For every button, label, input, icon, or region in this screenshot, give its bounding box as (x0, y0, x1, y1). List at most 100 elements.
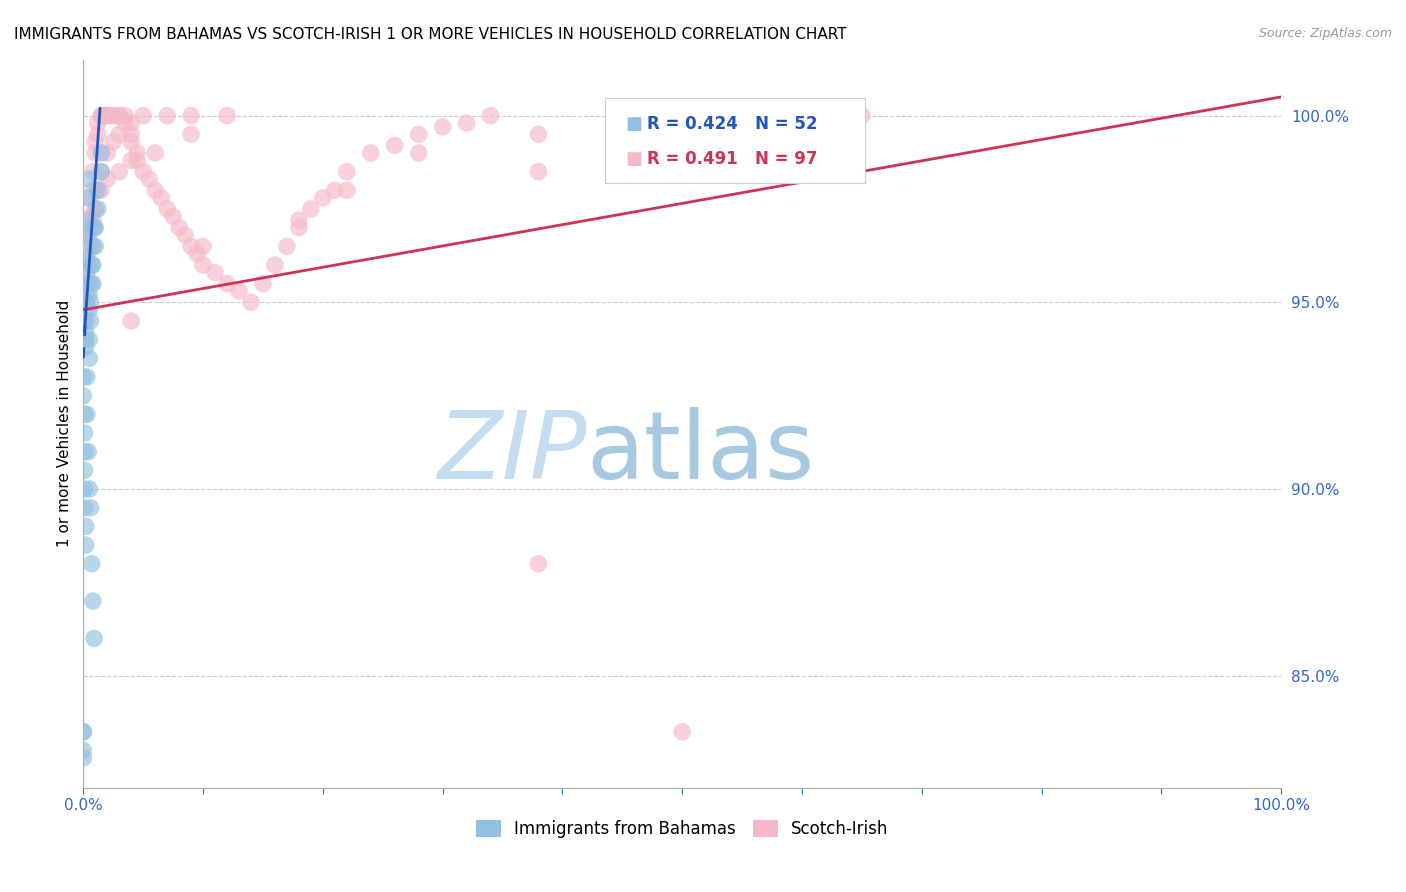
Point (77, 258, 100, 272)
Point (76, 408, 98, 422)
Point (86, 128, 108, 142)
Point (77, 288, 100, 302)
Point (191, 258, 214, 272)
Point (82, 213, 104, 227)
Point (79, 191, 101, 205)
Point (76, 370, 98, 384)
Point (94, 109, 117, 123)
Point (671, 724, 693, 739)
Point (82, 258, 104, 272)
Point (73, 444, 96, 458)
Point (120, 116, 142, 130)
Point (80, 220, 103, 235)
Point (150, 191, 173, 205)
Point (79, 295, 101, 310)
Point (75, 295, 97, 310)
Point (96, 109, 118, 123)
Point (86, 202, 108, 216)
Point (851, 109, 873, 123)
Point (114, 116, 136, 130)
Point (86, 116, 108, 130)
Point (72, 724, 94, 739)
Point (156, 109, 179, 123)
Point (80, 239, 103, 253)
Point (180, 128, 202, 142)
Point (77, 191, 100, 205)
Point (73, 482, 96, 496)
Point (72, 295, 94, 310)
Point (72, 724, 94, 739)
Point (456, 116, 478, 130)
Point (120, 153, 142, 168)
Point (90, 109, 112, 123)
Point (264, 258, 287, 272)
Legend: Immigrants from Bahamas, Scotch-Irish: Immigrants from Bahamas, Scotch-Irish (470, 814, 896, 845)
Point (82, 594, 104, 608)
Point (96, 172, 118, 186)
Text: Source: ZipAtlas.com: Source: ZipAtlas.com (1258, 27, 1392, 40)
Point (108, 109, 131, 123)
Point (82, 183, 104, 197)
Point (77, 302, 100, 317)
Point (408, 128, 430, 142)
Point (103, 135, 125, 149)
Point (77, 277, 100, 291)
Point (84, 202, 107, 216)
Point (84, 220, 107, 235)
Point (143, 183, 166, 197)
Point (132, 109, 155, 123)
Point (90, 145, 112, 160)
Point (83, 632, 105, 646)
Point (72, 751, 94, 765)
Point (215, 109, 238, 123)
Point (103, 109, 125, 123)
Point (156, 202, 179, 216)
Point (75, 265, 97, 279)
Text: atlas: atlas (586, 407, 814, 499)
Point (276, 239, 298, 253)
Point (82, 239, 104, 253)
Point (384, 138, 406, 153)
Point (79, 210, 101, 224)
Point (77, 482, 100, 496)
Point (527, 128, 550, 142)
Point (215, 277, 238, 291)
Point (143, 145, 166, 160)
Point (77, 444, 100, 458)
Point (77, 220, 100, 235)
Point (127, 145, 149, 160)
Point (108, 164, 131, 178)
Text: ZIP: ZIP (437, 408, 586, 499)
Point (180, 239, 202, 253)
Point (288, 220, 311, 235)
Point (77, 228, 100, 243)
Point (75, 314, 97, 328)
Point (94, 109, 117, 123)
Point (83, 220, 105, 235)
Point (312, 191, 335, 205)
Point (336, 183, 359, 197)
Text: IMMIGRANTS FROM BAHAMAS VS SCOTCH-IRISH 1 OR MORE VEHICLES IN HOUSEHOLD CORRELAT: IMMIGRANTS FROM BAHAMAS VS SCOTCH-IRISH … (14, 27, 846, 42)
Point (77, 172, 100, 186)
Text: ■: ■ (626, 151, 643, 169)
Point (132, 164, 155, 178)
Point (120, 314, 142, 328)
Point (90, 109, 112, 123)
Text: R = 0.424   N = 52: R = 0.424 N = 52 (647, 115, 817, 133)
Point (96, 109, 118, 123)
Point (479, 109, 502, 123)
Point (186, 247, 208, 261)
Point (174, 228, 197, 243)
Point (86, 183, 108, 197)
Point (84, 135, 107, 149)
Point (72, 370, 94, 384)
Point (73, 463, 96, 477)
Point (228, 284, 250, 298)
Point (75, 519, 97, 533)
Point (77, 239, 100, 253)
Point (252, 277, 274, 291)
Point (82, 277, 104, 291)
Point (90, 164, 112, 178)
Point (120, 135, 142, 149)
Point (77, 351, 100, 366)
